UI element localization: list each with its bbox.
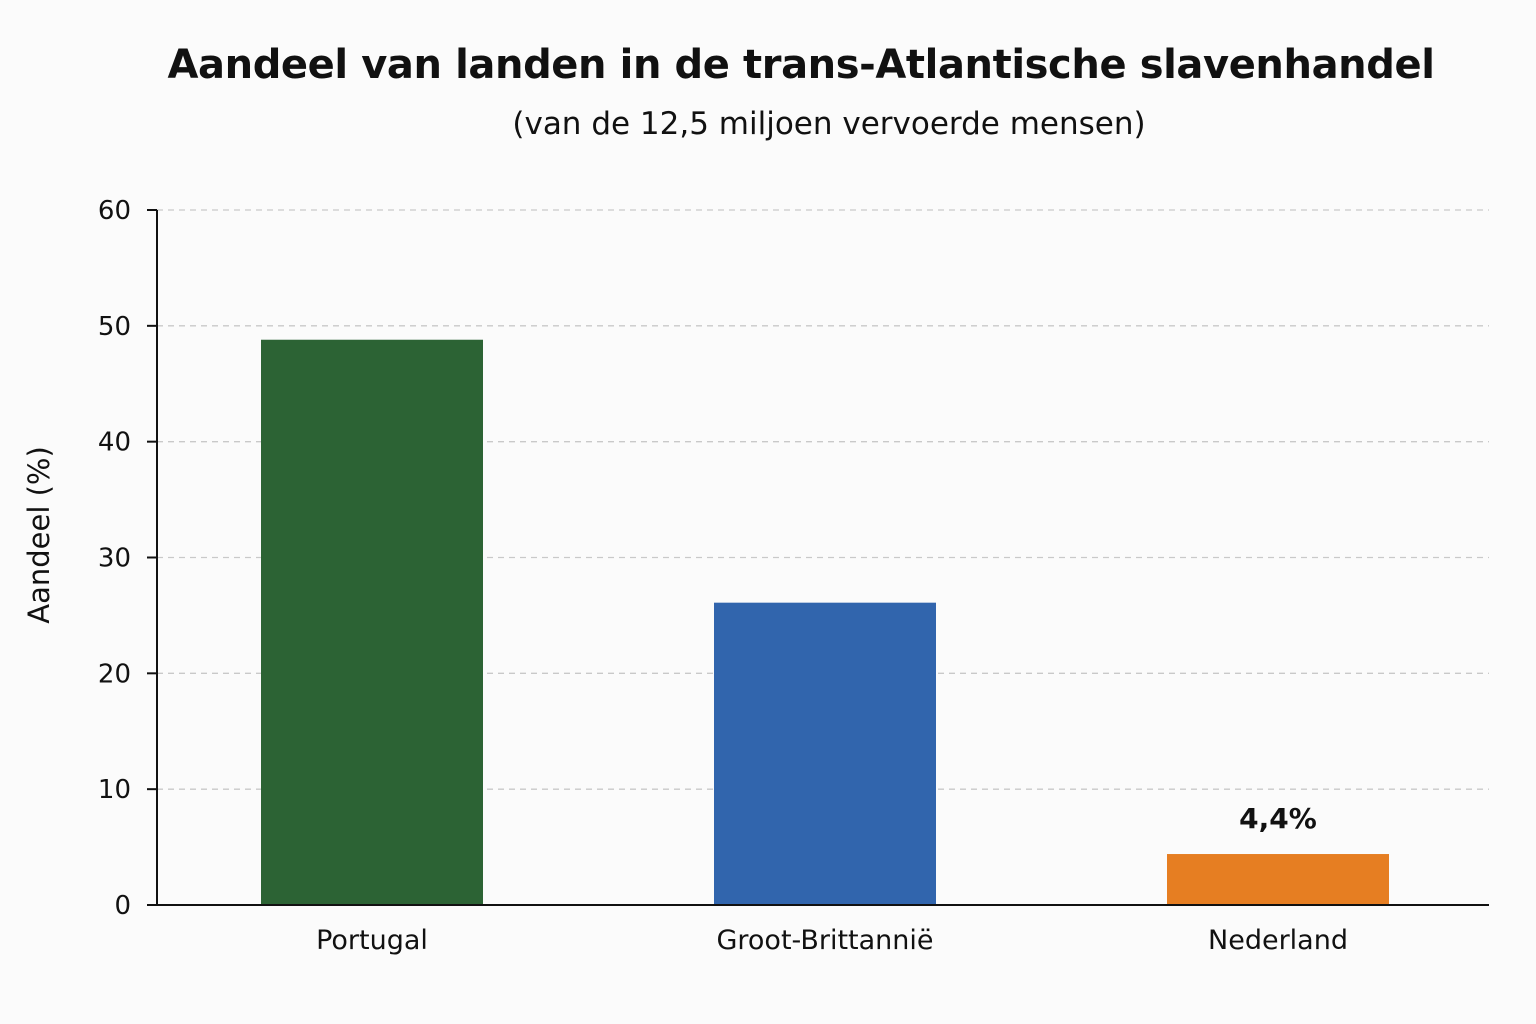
y-tick-label: 0 <box>114 891 131 921</box>
y-tick-label: 30 <box>98 544 131 574</box>
y-axis-title: Aandeel (%) <box>22 446 56 624</box>
x-category-label: Nederland <box>1208 925 1348 956</box>
bar-1 <box>261 339 483 905</box>
bar-2 <box>714 602 936 905</box>
y-tick-label: 10 <box>98 775 131 805</box>
data-label: 4,4% <box>1239 802 1317 835</box>
chart-subtitle: (van de 12,5 miljoen vervoerde mensen) <box>512 106 1146 142</box>
x-category-label: Groot-Brittannië <box>716 925 933 956</box>
y-tick-label: 20 <box>98 659 131 689</box>
x-category-label: Portugal <box>316 925 428 956</box>
chart-title: Aandeel van landen in de trans-Atlantisc… <box>167 42 1435 88</box>
bars <box>261 339 1389 905</box>
y-tick-label: 60 <box>98 196 131 226</box>
y-ticks: 0 10 20 30 40 50 60 <box>98 196 157 921</box>
bar-3 <box>1167 854 1389 905</box>
data-labels: 4,4% <box>1239 802 1317 835</box>
x-categories: Portugal Groot-Brittannië Nederland <box>316 925 1348 956</box>
y-tick-label: 50 <box>98 312 131 342</box>
y-tick-label: 40 <box>98 428 131 458</box>
